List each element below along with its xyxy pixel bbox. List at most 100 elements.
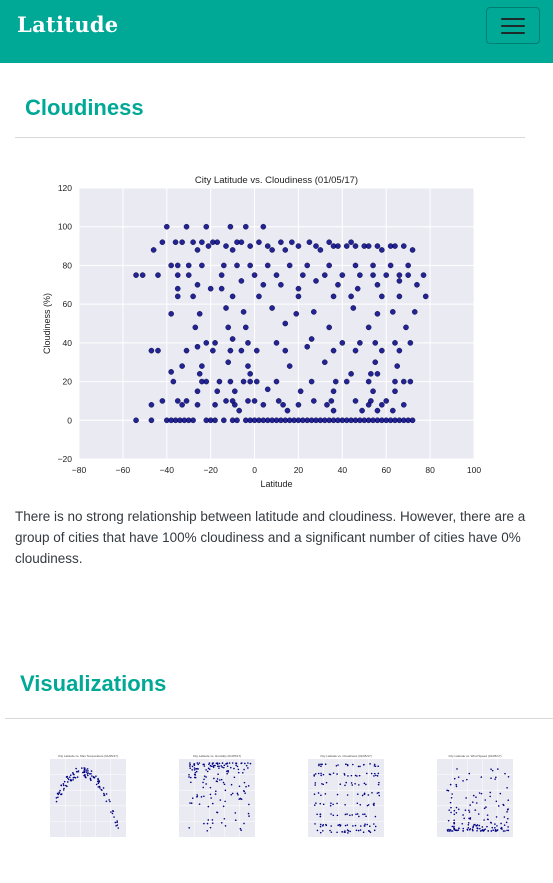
data-point [174, 262, 181, 269]
data-point [396, 293, 403, 300]
thumbnail-point [117, 827, 120, 829]
thumbnail-point [319, 831, 322, 834]
thumbnail-point [116, 821, 118, 824]
data-point [256, 239, 262, 245]
thumbnail-point [366, 804, 369, 807]
brand-logo[interactable]: Latitude [17, 12, 119, 37]
data-point [374, 311, 381, 317]
thumbnail-point [478, 824, 481, 827]
thumbnail-point [352, 763, 354, 766]
thumbnail-point [477, 813, 480, 815]
thumbnail-point [72, 779, 74, 781]
thumbnail-max-temperature[interactable]: City Latitude vs. Max Temperature (01/05… [42, 752, 132, 847]
data-point [190, 239, 196, 245]
data-point [190, 293, 196, 300]
cloudiness-divider [15, 137, 525, 138]
data-point [207, 285, 214, 292]
thumbnail-point [240, 829, 242, 832]
thumbnail-cloudiness[interactable]: City Latitude vs. Cloudiness (01/05/17) [300, 752, 390, 847]
thumbnail-point [215, 780, 218, 783]
thumbnail-point [378, 794, 381, 797]
data-point [400, 401, 407, 408]
thumbnail-point [504, 830, 506, 832]
data-point [223, 305, 229, 311]
data-point [328, 398, 335, 404]
thumbnail-point [373, 765, 376, 767]
data-point [253, 378, 260, 385]
thumbnail-point [313, 793, 316, 796]
thumbnail-point [62, 784, 65, 787]
data-point [409, 247, 416, 253]
data-point [256, 293, 262, 300]
thumbnail-point [497, 805, 500, 807]
thumbnail-point [191, 769, 193, 771]
thumbnail-point [85, 769, 87, 771]
data-point [306, 239, 313, 245]
thumbnail-title: City Latitude vs. Cloudiness (01/05/17) [320, 754, 372, 758]
thumbnail-point [495, 776, 497, 779]
data-point [179, 239, 185, 245]
thumbnail-point [506, 817, 509, 820]
thumbnail-point [318, 763, 320, 766]
data-point [357, 272, 363, 278]
thumbnail-point [188, 827, 191, 829]
x-tick-label: −60 [116, 465, 131, 475]
thumbnail-point [502, 830, 505, 832]
thumbnail-point [66, 781, 69, 783]
thumbnail-point [478, 792, 481, 794]
thumbnail-point [467, 822, 470, 824]
thumbnail-point [320, 772, 322, 775]
thumbnail-point [223, 766, 225, 769]
thumbnail-point [228, 762, 231, 764]
data-point [269, 305, 275, 311]
thumbnail-point [363, 793, 366, 795]
data-point [335, 243, 341, 249]
thumbnail-point [203, 822, 205, 825]
thumbnail-point [217, 765, 219, 768]
thumbnail-point [344, 830, 346, 832]
thumbnail-point [98, 780, 101, 783]
thumbnail-point [248, 815, 250, 817]
y-tick-label: 120 [58, 183, 72, 193]
data-point [295, 401, 302, 408]
data-point [148, 401, 155, 408]
y-tick-label: 20 [63, 377, 73, 387]
data-point [168, 369, 174, 375]
thumbnail-wind-speed[interactable]: City Latitude vs. Wind Speed (01/05/17) [429, 752, 519, 847]
thumbnail-point [65, 776, 68, 778]
thumbnail-point [365, 815, 367, 818]
thumbnail-point [506, 786, 508, 789]
thumbnail-point [451, 793, 453, 795]
thumbnail-point [321, 763, 323, 766]
thumbnail-point [363, 763, 365, 766]
data-point [308, 336, 315, 342]
thumbnail-point [317, 772, 320, 775]
thumbnail-point [453, 825, 455, 828]
thumbnail-point [457, 829, 460, 832]
thumbnail-point [468, 811, 471, 813]
data-point [273, 272, 280, 278]
data-point [212, 340, 218, 346]
thumbnail-point [364, 823, 366, 826]
data-point [330, 407, 337, 414]
data-point [374, 243, 381, 249]
thumbnail-point [490, 830, 493, 832]
data-point [370, 262, 376, 269]
cloudiness-description: There is no strong relationship between … [15, 509, 526, 566]
data-point [295, 293, 302, 300]
thumbnail-point [366, 823, 369, 826]
data-point [199, 363, 205, 369]
data-point [234, 417, 240, 424]
thumbnail-humidity[interactable]: City Latitude vs. Humidity (01/05/17) [171, 752, 261, 847]
thumbnail-point [369, 831, 372, 834]
thumbnail-point [351, 784, 354, 786]
thumbnail-point [449, 783, 452, 786]
data-point [260, 281, 267, 288]
data-point [379, 293, 385, 300]
thumbnail-point [448, 809, 451, 811]
menu-toggle-button[interactable] [486, 7, 540, 44]
thumbnail-point [453, 821, 455, 824]
thumbnail-point [367, 829, 370, 832]
thumbnail-point [210, 765, 213, 768]
data-point [313, 278, 319, 284]
